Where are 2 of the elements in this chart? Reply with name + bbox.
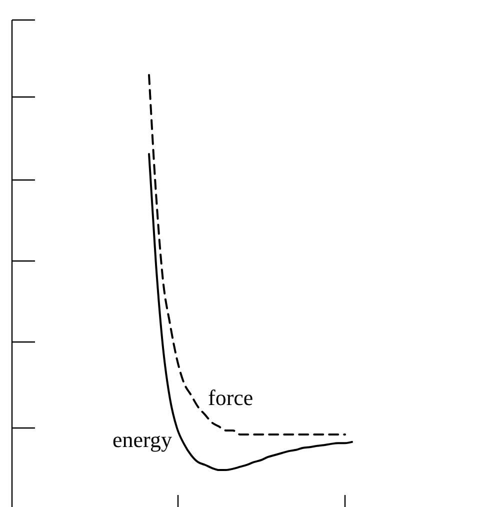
series-label: force bbox=[208, 384, 254, 410]
series-label: energy bbox=[112, 426, 172, 452]
